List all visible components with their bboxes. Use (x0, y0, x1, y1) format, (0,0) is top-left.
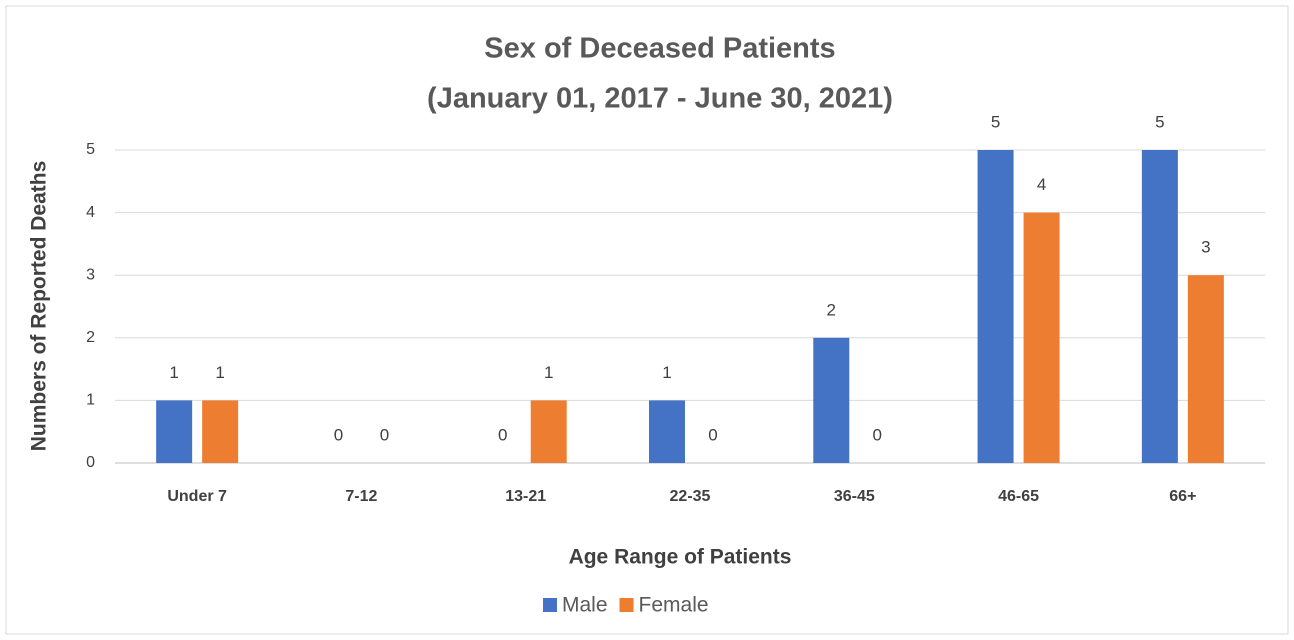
x-tick-label: 13-21 (505, 488, 546, 505)
x-tick-label: Under 7 (167, 488, 227, 505)
bar (1023, 212, 1060, 463)
x-tick-label: 22-35 (670, 488, 711, 505)
bar (977, 150, 1014, 463)
chart-title: Sex of Deceased Patients (484, 33, 835, 65)
chart-title: (January 01, 2017 - June 30, 2021) (427, 83, 893, 115)
value-label: 2 (827, 300, 836, 319)
y-axis-title: Numbers of Reported Deaths (28, 161, 51, 452)
bar (202, 400, 239, 463)
x-tick-label: 46-65 (998, 488, 1039, 505)
value-label: 4 (1037, 175, 1046, 194)
x-tick-label: 36-45 (834, 488, 875, 505)
bar (1141, 150, 1178, 463)
x-axis-title: Age Range of Patients (569, 546, 792, 569)
y-tick-label: 1 (86, 392, 95, 409)
legend-label: Male (562, 594, 608, 617)
x-tick-label: 66+ (1169, 488, 1196, 505)
bar (156, 400, 193, 463)
x-tick-label: 7-12 (345, 488, 377, 505)
legend-swatch (543, 598, 557, 612)
y-tick-label: 2 (86, 329, 95, 346)
value-label: 0 (708, 425, 717, 444)
y-tick-label: 5 (86, 141, 95, 158)
y-tick-label: 3 (86, 266, 95, 283)
value-label: 3 (1201, 238, 1210, 257)
value-label: 1 (169, 363, 178, 382)
value-label: 1 (662, 363, 671, 382)
value-label: 0 (498, 425, 507, 444)
value-label: 1 (215, 363, 224, 382)
value-label: 5 (991, 112, 1000, 131)
bar (649, 400, 685, 463)
y-tick-label: 0 (86, 454, 95, 471)
value-label: 0 (380, 425, 389, 444)
bar (1187, 275, 1224, 463)
bar (813, 337, 850, 463)
value-label: 0 (334, 425, 343, 444)
bar (530, 400, 567, 463)
value-label: 0 (873, 425, 882, 444)
y-tick-label: 4 (86, 204, 95, 221)
value-label: 1 (544, 363, 553, 382)
chart-border (5, 5, 1289, 635)
legend-label: Female (639, 594, 709, 617)
legend-swatch (619, 598, 634, 612)
value-label: 5 (1155, 112, 1164, 131)
